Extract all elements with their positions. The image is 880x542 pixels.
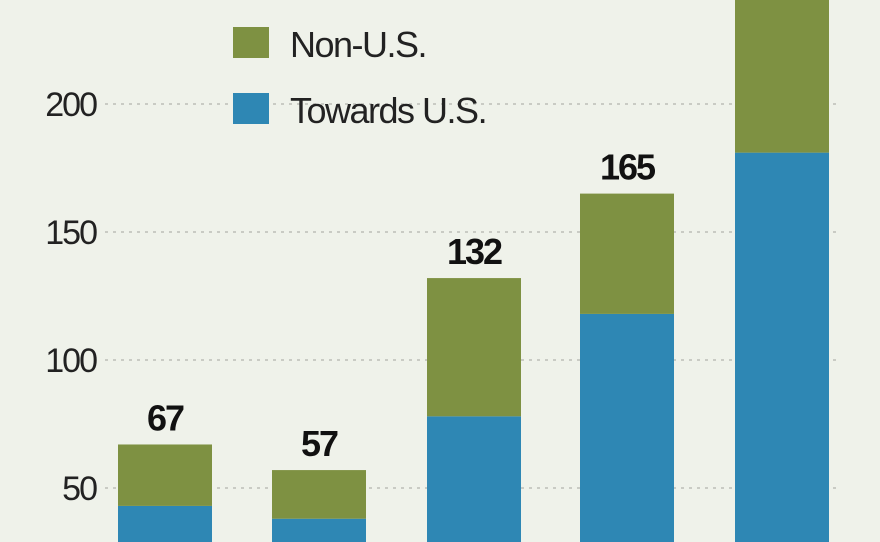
y-tick-label-200: 200: [45, 86, 97, 124]
y-tick-label-150: 150: [45, 214, 97, 252]
bar-towards-us-1: [118, 505, 212, 542]
bar-total-label-2: 57: [301, 423, 338, 464]
legend-label-towards-us: Towards U.S.: [290, 90, 486, 131]
bar-total-label-3: 132: [447, 231, 502, 272]
bar-towards-us-4: [580, 313, 674, 542]
legend-label-non-us: Non-U.S.: [290, 24, 426, 65]
legend-swatch-non-us: [233, 27, 269, 58]
bar-non-us-3: [427, 278, 521, 417]
bar-towards-us-3: [427, 416, 521, 542]
bar-non-us-1: [118, 444, 212, 506]
bar-non-us-5: [735, 0, 829, 153]
legend: Non-U.S. Towards U.S.: [233, 24, 488, 131]
y-tick-label-100: 100: [45, 342, 97, 380]
y-tick-label-50: 50: [62, 470, 97, 508]
legend-swatch-towards-us: [233, 93, 269, 124]
bar-total-label-4: 165: [600, 147, 656, 188]
bar-non-us-4: [580, 193, 674, 314]
bar-total-label-1: 67: [147, 397, 184, 438]
bar-non-us-2: [272, 470, 366, 519]
bar-towards-us-5: [735, 152, 829, 542]
bar-towards-us-2: [272, 518, 366, 542]
